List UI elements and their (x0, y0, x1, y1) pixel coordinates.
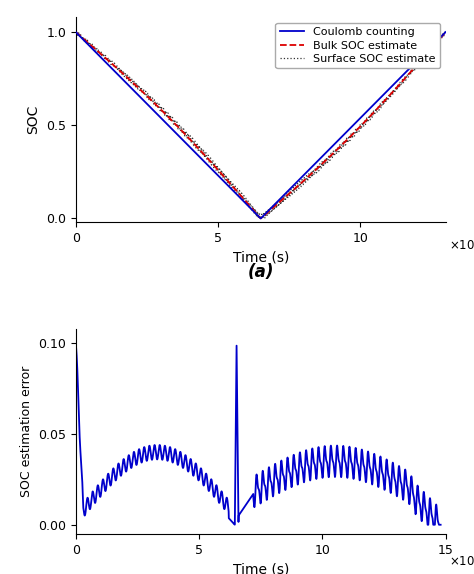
Bulk SOC estimate (443, 29, 448, 36)
Surface SOC estimate (117, 67, 122, 74)
Surface SOC estimate (255, 215, 261, 222)
Bulk SOC estimate (117, 67, 122, 74)
X-axis label: Time (s): Time (s) (233, 250, 289, 265)
Text: $\times10^4$: $\times10^4$ (449, 236, 474, 253)
Coulomb counting (230, 187, 236, 193)
Bulk SOC estimate (258, 215, 264, 222)
Y-axis label: SOC: SOC (27, 105, 41, 134)
Bulk SOC estimate (237, 192, 243, 199)
Surface SOC estimate (237, 194, 243, 201)
Coulomb counting (244, 201, 250, 208)
Bulk SOC estimate (101, 53, 107, 60)
Surface SOC estimate (230, 179, 236, 186)
Line: Bulk SOC estimate: Bulk SOC estimate (76, 32, 446, 218)
Coulomb counting (283, 189, 289, 196)
Bulk SOC estimate (283, 193, 289, 200)
Bulk SOC estimate (230, 183, 236, 190)
Line: Surface SOC estimate: Surface SOC estimate (76, 32, 446, 219)
Text: (a): (a) (247, 263, 274, 281)
Line: Coulomb counting: Coulomb counting (76, 32, 446, 218)
Bulk SOC estimate (244, 199, 250, 206)
Coulomb counting (117, 73, 122, 80)
Coulomb counting (73, 29, 79, 36)
Legend: Coulomb counting, Bulk SOC estimate, Surface SOC estimate: Coulomb counting, Bulk SOC estimate, Sur… (275, 23, 440, 68)
Bulk SOC estimate (73, 29, 79, 36)
Coulomb counting (101, 57, 107, 64)
Surface SOC estimate (244, 201, 250, 208)
Y-axis label: SOC estimation error: SOC estimation error (19, 366, 33, 497)
Coulomb counting (443, 29, 448, 36)
X-axis label: Time (s): Time (s) (233, 562, 289, 574)
Coulomb counting (237, 195, 243, 201)
Surface SOC estimate (101, 55, 107, 62)
Surface SOC estimate (73, 29, 79, 36)
Coulomb counting (258, 215, 264, 222)
Text: $\times10^4$: $\times10^4$ (449, 552, 474, 569)
Surface SOC estimate (283, 190, 289, 197)
Surface SOC estimate (443, 29, 448, 36)
